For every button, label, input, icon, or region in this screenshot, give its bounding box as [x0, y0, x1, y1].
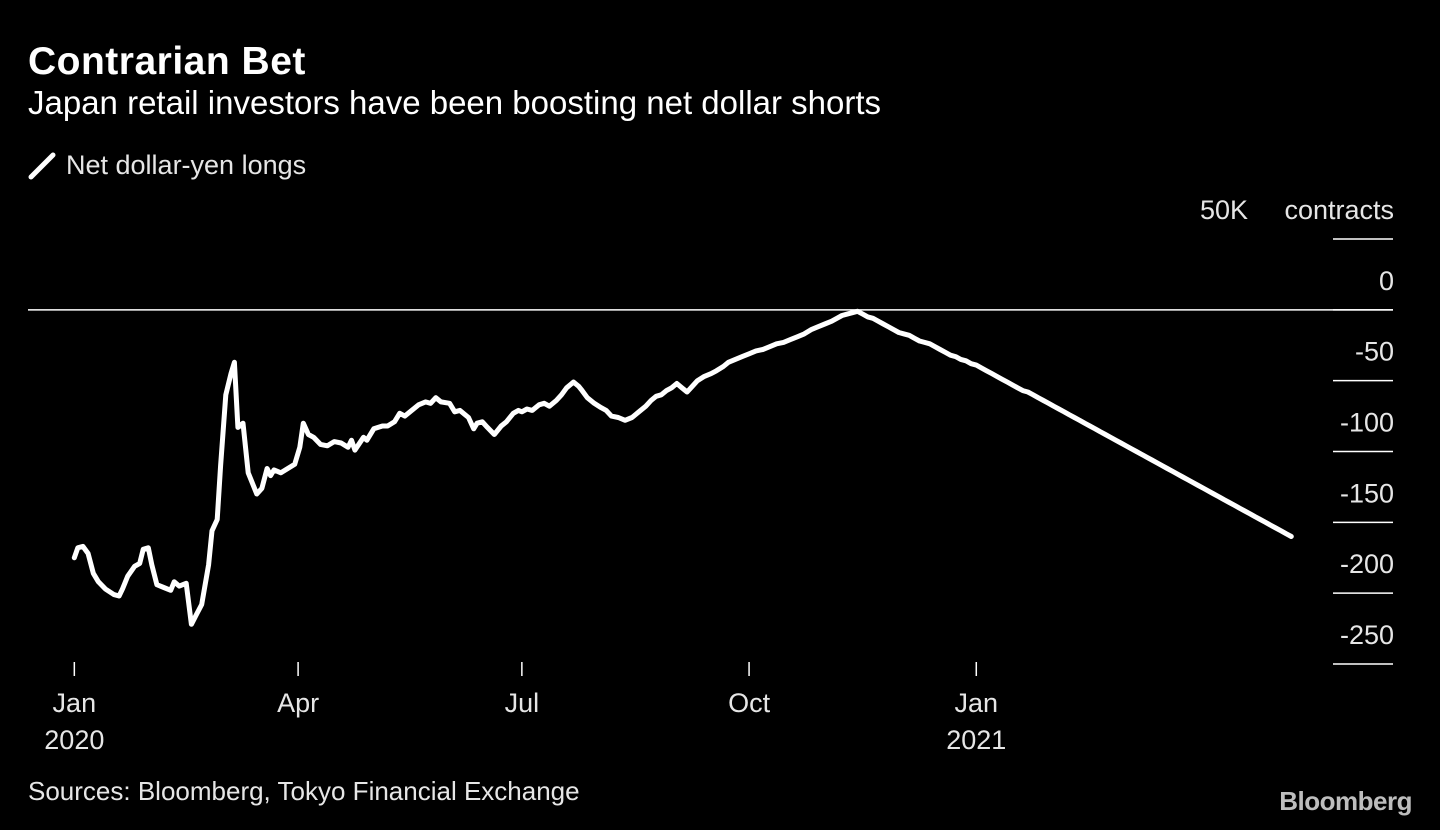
y-tick-label: 0: [1379, 266, 1394, 296]
y-tick-label: -100: [1340, 408, 1394, 438]
bloomberg-logo: Bloomberg: [1279, 786, 1412, 816]
x-tick-label: Jan: [53, 688, 97, 718]
y-tick-label: -250: [1340, 620, 1394, 650]
legend-line-icon: [28, 152, 56, 179]
source-note: Sources: Bloomberg, Tokyo Financial Exch…: [28, 776, 580, 806]
chart-subtitle: Japan retail investors have been boostin…: [28, 84, 882, 121]
y-unit-label: contracts: [1284, 195, 1394, 225]
y-tick-label: -50: [1355, 337, 1394, 367]
x-tick-year-label: 2021: [946, 725, 1006, 755]
legend-label: Net dollar-yen longs: [66, 150, 307, 180]
chart-title: Contrarian Bet: [28, 40, 306, 83]
y-tick-label: -200: [1340, 549, 1394, 579]
x-tick-label: Apr: [277, 688, 319, 718]
x-tick-label: Jan: [955, 688, 999, 718]
y-tick-label: -150: [1340, 478, 1394, 508]
x-tick-year-label: 2020: [44, 725, 104, 755]
legend: Net dollar-yen longs: [28, 150, 306, 181]
x-tick-label: Jul: [505, 688, 540, 718]
x-tick-label: Oct: [728, 688, 771, 718]
series-line-net-dollar-yen-longs: [71, 308, 1294, 627]
y-unit-value: 50K: [1200, 195, 1248, 225]
